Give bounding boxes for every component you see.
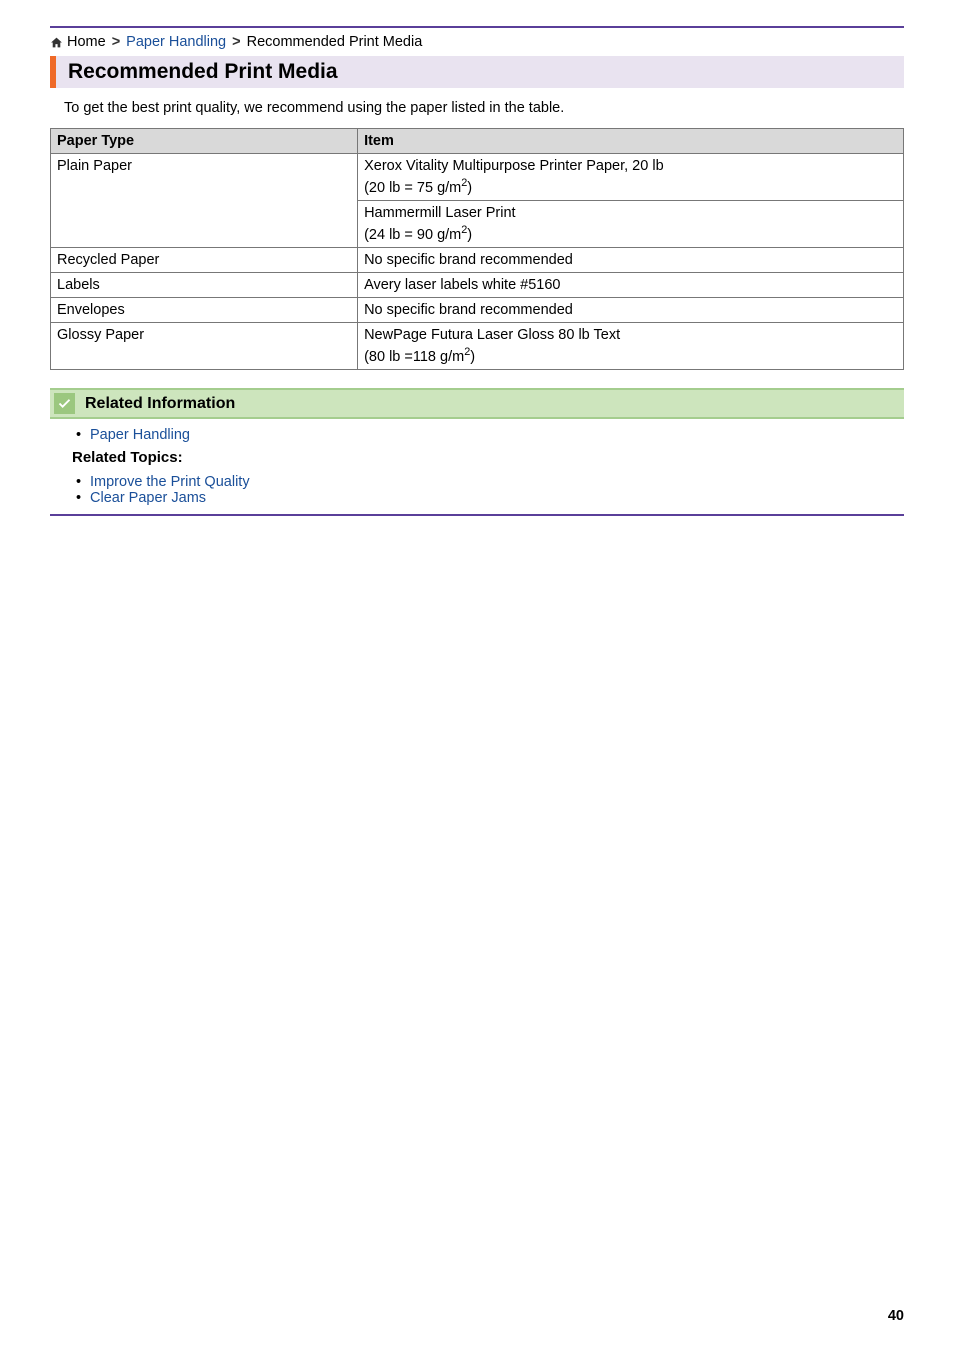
table-row: Glossy Paper NewPage Futura Laser Gloss … xyxy=(51,323,904,370)
col-paper-type: Paper Type xyxy=(51,129,358,154)
table-row: Plain Paper Xerox Vitality Multipurpose … xyxy=(51,154,904,201)
cell-paper-type: Envelopes xyxy=(51,298,358,323)
cell-item: Avery laser labels white #5160 xyxy=(358,273,904,298)
table-header-row: Paper Type Item xyxy=(51,129,904,154)
related-info-bar: Related Information xyxy=(50,388,904,419)
item-spec: (80 lb =118 g/m2) xyxy=(364,349,897,365)
breadcrumb-home[interactable]: Home xyxy=(67,34,106,50)
media-table: Paper Type Item Plain Paper Xerox Vitali… xyxy=(50,128,904,370)
breadcrumb: Home > Paper Handling > Recommended Prin… xyxy=(50,34,904,50)
cell-paper-type: Glossy Paper xyxy=(51,323,358,370)
top-rule xyxy=(50,26,904,28)
check-icon xyxy=(54,393,75,414)
cell-paper-type: Recycled Paper xyxy=(51,248,358,273)
home-icon[interactable] xyxy=(50,36,63,49)
link-paper-handling[interactable]: Paper Handling xyxy=(90,427,190,443)
cell-paper-type: Labels xyxy=(51,273,358,298)
breadcrumb-paper-handling[interactable]: Paper Handling xyxy=(126,34,226,50)
breadcrumb-sep: > xyxy=(230,34,242,50)
list-item: Clear Paper Jams xyxy=(90,490,904,506)
breadcrumb-sep: > xyxy=(110,34,122,50)
page-title: Recommended Print Media xyxy=(68,60,892,84)
col-item: Item xyxy=(358,129,904,154)
item-name: Xerox Vitality Multipurpose Printer Pape… xyxy=(364,158,664,174)
related-topics-list: Improve the Print Quality Clear Paper Ja… xyxy=(50,474,904,506)
item-name: NewPage Futura Laser Gloss 80 lb Text xyxy=(364,327,620,343)
cell-item: No specific brand recommended xyxy=(358,298,904,323)
table-row: Recycled Paper No specific brand recomme… xyxy=(51,248,904,273)
cell-item: Xerox Vitality Multipurpose Printer Pape… xyxy=(358,154,904,201)
link-clear-paper-jams[interactable]: Clear Paper Jams xyxy=(90,490,206,506)
cell-item: No specific brand recommended xyxy=(358,248,904,273)
bottom-rule xyxy=(50,514,904,516)
cell-paper-type: Plain Paper xyxy=(51,154,358,248)
page-title-bar: Recommended Print Media xyxy=(50,56,904,88)
cell-item: NewPage Futura Laser Gloss 80 lb Text (8… xyxy=(358,323,904,370)
page-number: 40 xyxy=(888,1308,904,1324)
item-spec: (24 lb = 90 g/m2) xyxy=(364,227,897,243)
link-improve-print-quality[interactable]: Improve the Print Quality xyxy=(90,474,250,490)
cell-item: Hammermill Laser Print (24 lb = 90 g/m2) xyxy=(358,201,904,248)
related-topics-heading: Related Topics: xyxy=(72,449,904,466)
list-item: Improve the Print Quality xyxy=(90,474,904,490)
item-spec: (20 lb = 75 g/m2) xyxy=(364,180,897,196)
list-item: Paper Handling xyxy=(90,427,904,443)
intro-text: To get the best print quality, we recomm… xyxy=(64,100,904,116)
related-primary-list: Paper Handling xyxy=(50,427,904,443)
table-row: Labels Avery laser labels white #5160 xyxy=(51,273,904,298)
table-row: Envelopes No specific brand recommended xyxy=(51,298,904,323)
breadcrumb-current: Recommended Print Media xyxy=(247,34,423,50)
item-name: Hammermill Laser Print xyxy=(364,205,515,221)
related-info-heading: Related Information xyxy=(85,395,235,413)
